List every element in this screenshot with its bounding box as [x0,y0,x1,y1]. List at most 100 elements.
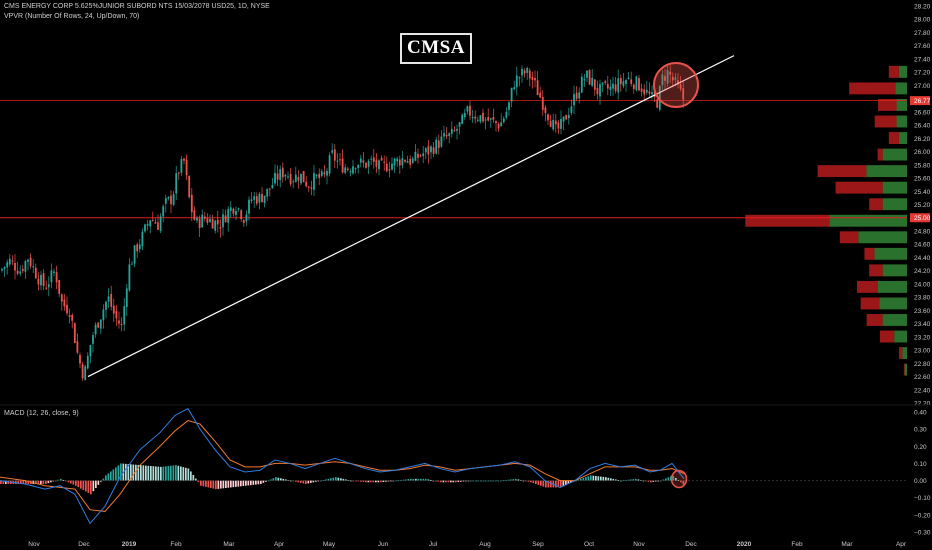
candle-body [14,263,16,271]
candle-body [154,222,157,224]
macd-histogram-bar [67,480,70,483]
candle-body [575,92,578,99]
candle-body [300,173,302,184]
candle-body [658,85,661,110]
candle-body [86,355,89,369]
vp-bar-up [902,347,907,360]
macd-histogram-bar [362,480,365,482]
candle-body [253,196,256,200]
macd-histogram-bar [2,480,5,484]
macd-histogram-bar [422,478,425,481]
macd-histogram-bar [237,480,240,487]
macd-histogram-bar [310,480,312,483]
current-price-tag-text: 26.77 [914,98,931,105]
vp-bar-down [878,99,897,111]
macd-histogram-bar [117,465,120,481]
level-price-tag-text: 25.00 [914,215,931,222]
candle-body [393,158,396,166]
macd-histogram-bar [185,467,187,481]
candle-body [443,133,445,137]
candle-body [237,208,240,210]
macd-histogram-bar [150,466,152,481]
candle-body [279,169,282,181]
candle-body [492,117,495,120]
candle-body [643,89,646,95]
candle-body [440,136,443,147]
macd-histogram-bar [137,464,140,481]
macd-histogram-bar [42,480,45,484]
candle-body [601,82,604,85]
macd-histogram-bar [220,480,222,489]
macd-histogram-bar [37,480,40,484]
macd-histogram-bar [432,480,435,482]
candle-body [588,70,591,85]
macd-histogram-bar [157,466,160,481]
price-tick-label: 25.60 [914,176,931,183]
macd-histogram-bar [415,478,417,481]
candle-body [53,271,55,273]
macd-histogram-bar [170,465,172,481]
candle-body [560,119,562,129]
price-tick-label: 22.40 [914,387,931,394]
candle-body [450,128,453,134]
macd-histogram-bar [380,480,382,483]
macd-histogram-bar [7,480,10,484]
candle-body [258,193,261,203]
candle-body [232,208,235,214]
macd-histogram-bar [672,475,675,481]
candle-body [123,306,126,325]
vp-bar-up [894,330,907,343]
macd-histogram-bar [567,480,570,484]
vp-bar-down [817,165,867,178]
macd-histogram-bar [530,480,532,483]
macd-histogram-bar [597,476,600,481]
vp-bar-down [874,115,897,128]
candle-body [89,345,92,357]
candle-body [255,196,258,204]
macd-histogram-bar [85,480,87,492]
price-tick-label: 23.00 [914,348,931,355]
candle-body [422,153,425,157]
macd-histogram-bar [392,480,395,482]
vp-bar-down [899,347,903,360]
macd-histogram-bar [107,473,110,481]
candle-body [599,84,601,97]
candle-body [120,324,123,326]
macd-histogram-bar [430,480,432,481]
macd-histogram-bar [435,480,437,482]
macd-histogram-bar [317,480,320,482]
vp-bar-up [882,314,907,326]
candle-body [110,294,113,307]
candle-body [648,91,651,94]
vp-bar-up [904,363,907,376]
candle-body [55,272,58,283]
candle-body [583,79,586,81]
macd-histogram-bar [320,480,322,482]
macd-histogram-bar [637,479,640,481]
candle-body [107,296,110,302]
macd-histogram-bar [550,480,552,488]
candle-body [500,122,503,127]
candle-body [471,116,474,119]
candle-body [674,77,677,80]
price-tick-label: 27.60 [914,43,931,50]
macd-histogram-bar [337,477,340,481]
macd-histogram-bar [90,480,92,495]
macd-tick-label: −0.30 [914,530,931,537]
candle-body [375,159,378,167]
vp-bar-down [879,330,895,343]
candle-body [456,128,458,131]
candle-body [505,112,508,118]
macd-histogram-bar [562,480,565,487]
candle-body [326,170,328,176]
candle-body [354,168,357,170]
macd-histogram-bar [265,480,267,482]
macd-histogram-bar [232,480,235,488]
price-tick-label: 22.20 [914,401,931,408]
candle-body [76,341,79,353]
macd-histogram-bar [52,480,55,482]
vp-bar-up [882,148,907,161]
candle-body [406,161,409,163]
candle-body [146,223,149,226]
